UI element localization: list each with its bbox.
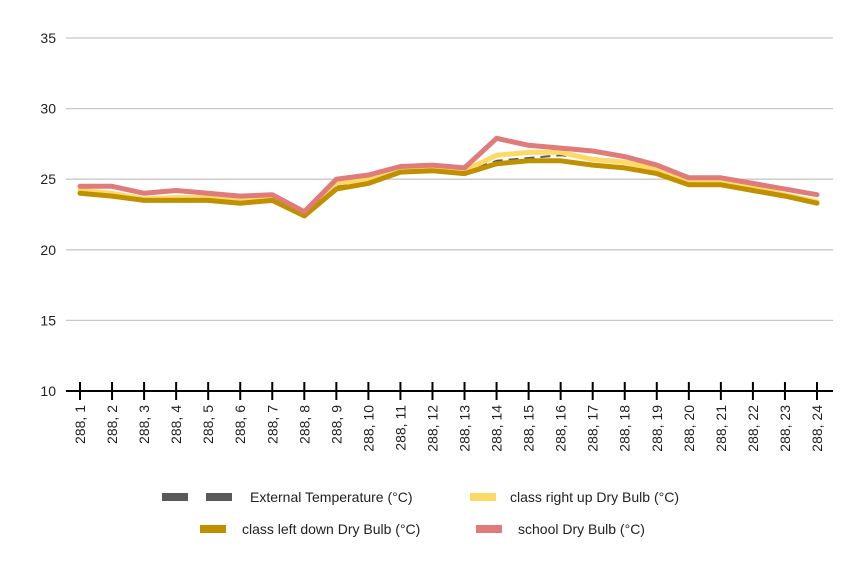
y-tick-label: 30 (40, 101, 56, 117)
x-tick-label: 288, 18 (617, 405, 633, 452)
legend-item-1: External Temperature (°C) (162, 489, 413, 505)
y-tick-label: 10 (40, 383, 56, 399)
x-tick-label: 288, 6 (232, 405, 248, 444)
x-tick-label: 288, 17 (585, 405, 601, 452)
x-tick-label: 288, 7 (264, 405, 280, 444)
x-tick-label: 288, 21 (713, 405, 729, 452)
legend-label: class right up Dry Bulb (°C) (510, 489, 679, 505)
legend-item-2: class right up Dry Bulb (°C) (470, 489, 679, 505)
x-tick-label: 288, 19 (649, 405, 665, 452)
x-tick-label: 288, 13 (457, 405, 473, 452)
legend-label: External Temperature (°C) (250, 489, 413, 505)
x-tick-label: 288, 3 (136, 405, 152, 444)
y-tick-label: 35 (40, 30, 56, 46)
legend: External Temperature (°C) class right up … (162, 489, 679, 537)
legend-label: school Dry Bulb (°C) (518, 521, 645, 537)
x-axis (66, 382, 833, 400)
series-lines (77, 135, 820, 219)
series-line-3 (77, 158, 820, 219)
x-tick-label: 288, 8 (296, 405, 312, 444)
y-tick-label: 15 (40, 312, 56, 328)
legend-item-3: class left down Dry Bulb (°C) (200, 521, 420, 537)
x-tick-label: 288, 15 (521, 405, 537, 452)
x-tick-label: 288, 2 (104, 405, 120, 444)
x-tick-label: 288, 14 (489, 405, 505, 452)
x-tick-label: 288, 10 (360, 405, 376, 452)
x-tick-label: 288, 9 (328, 405, 344, 444)
x-tick-label: 288, 16 (553, 405, 569, 452)
x-tick-label: 288, 12 (424, 405, 440, 452)
x-axis-tick-labels: 288, 1 288, 2 288, 3 288, 4 288, 5 288, 6 288,… (72, 405, 825, 452)
series-line-4 (77, 135, 820, 215)
x-tick-label: 288, 20 (681, 405, 697, 452)
x-tick-label: 288, 1 (72, 405, 88, 444)
x-tick-label: 288, 4 (168, 405, 184, 444)
x-tick-label: 288, 11 (392, 405, 408, 451)
x-tick-label: 288, 5 (200, 405, 216, 444)
x-tick-label: 288, 24 (809, 405, 825, 452)
series-line-2 (77, 149, 820, 216)
y-tick-label: 25 (40, 171, 56, 187)
x-tick-label: 288, 23 (777, 405, 793, 452)
legend-item-4: school Dry Bulb (°C) (476, 521, 645, 537)
y-axis-tick-labels: 10 15 20 25 30 35 (40, 30, 56, 399)
legend-label: class left down Dry Bulb (°C) (242, 521, 420, 537)
x-tick-label: 288, 22 (745, 405, 761, 452)
gridlines (66, 37, 833, 322)
y-tick-label: 20 (40, 242, 56, 258)
